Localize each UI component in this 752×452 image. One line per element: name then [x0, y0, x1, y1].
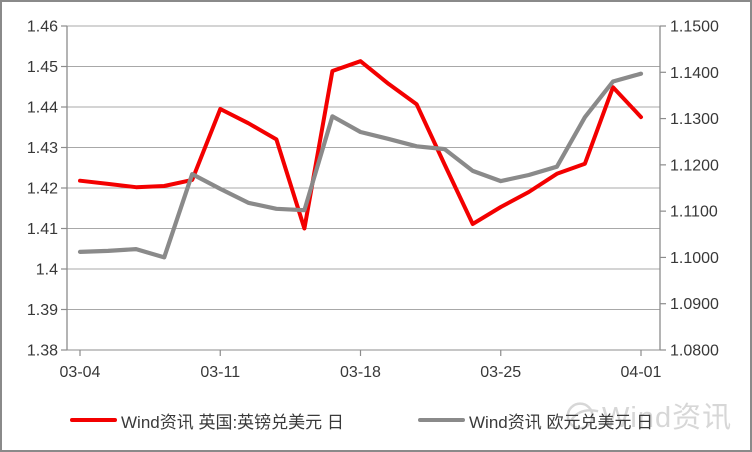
wind-logo-icon [566, 402, 599, 430]
left-axis-tick-label: 1.45 [27, 59, 58, 76]
left-axis-tick-label: 1.46 [27, 19, 58, 36]
legend-swatch-gbpusd [70, 418, 117, 422]
right-axis-tick-label: 1.1100 [670, 204, 718, 221]
right-axis-tick-label: 1.0900 [670, 296, 719, 313]
left-axis-tick-label: 1.44 [27, 100, 58, 117]
x-axis-tick-label: 04-01 [621, 364, 662, 381]
x-axis-labels: 03-04 03-11 03-18 03-25 04-01 [60, 350, 662, 381]
left-axis-tick-label: 1.39 [27, 302, 58, 319]
left-axis-tick-label: 1.42 [27, 181, 58, 198]
watermark-text: Wind资讯 [602, 402, 733, 434]
legend-label-gbpusd: Wind资讯 英国:英镑兑美元 日 [121, 412, 344, 432]
gridlines [67, 25, 660, 351]
series-line-gbpusd [78, 59, 643, 231]
right-axis-labels: 1.1500 1.1400 1.1300 1.1200 1.1100 1.1000 1.09… [660, 19, 719, 360]
right-axis-tick-label: 1.1200 [670, 157, 719, 174]
right-axis-tick-label: 1.1400 [670, 65, 719, 82]
legend-item-gbpusd: Wind资讯 英国:英镑兑美元 日 [70, 410, 344, 432]
right-axis-tick-label: 1.1300 [670, 111, 719, 128]
legend-label-eurusd: Wind资讯 欧元兑美元 日 [469, 412, 654, 432]
left-axis-labels: 1.46 1.45 1.44 1.43 1.42 1.41 1.4 1.39 1.38 [27, 19, 67, 360]
right-axis-tick-label: 1.1000 [670, 250, 719, 267]
left-axis-tick-label: 1.38 [27, 343, 58, 360]
right-axis-tick-label: 1.1500 [670, 19, 719, 36]
left-axis-tick-label: 1.4 [36, 262, 58, 279]
x-axis-tick-label: 03-11 [200, 364, 240, 381]
right-axis-tick-label: 1.0800 [670, 343, 719, 360]
left-axis-tick-label: 1.43 [27, 140, 58, 157]
series-line-eurusd [77, 71, 644, 260]
x-axis-tick-label: 03-18 [340, 364, 381, 381]
left-axis-tick-label: 1.41 [27, 221, 58, 238]
x-axis-tick-label: 03-04 [60, 364, 101, 381]
x-axis-tick-label: 03-25 [480, 364, 521, 381]
legend-item-eurusd: Wind资讯 欧元兑美元 日 [418, 410, 654, 432]
wind-watermark: Wind资讯 [564, 394, 732, 436]
legend-swatch-eurusd [418, 418, 465, 422]
